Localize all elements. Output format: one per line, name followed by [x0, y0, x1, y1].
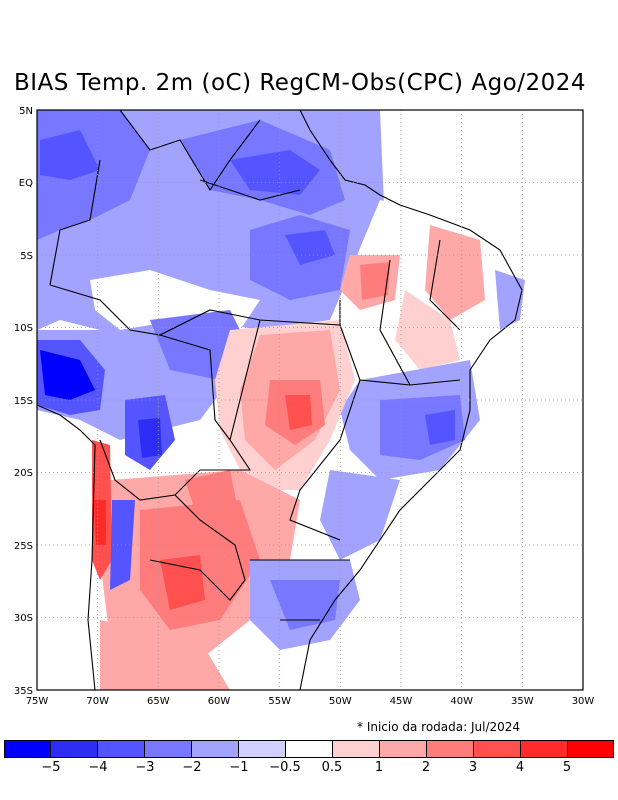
colorbar-swatch	[145, 740, 192, 758]
map-title: BIAS Temp. 2m (oC) RegCM-Obs(CPC) Ago/20…	[14, 70, 587, 96]
lat-label-20s: 20S	[14, 468, 33, 479]
colorbar-label: −0.5	[269, 760, 301, 775]
bias-field	[37, 110, 525, 690]
colorbar-label: 2	[421, 760, 431, 775]
lon-label-65w: 65W	[147, 696, 170, 707]
lat-label-5n: 5N	[19, 106, 33, 117]
lat-labels: 5N EQ 5S 10S 15S 20S 25S 30S 35S	[14, 106, 33, 697]
internal-states	[199, 179, 461, 621]
colorbar-swatch	[427, 740, 474, 758]
field-ne-pink2	[425, 225, 485, 320]
colorbar-swatch	[568, 740, 614, 758]
paraguay-border	[149, 494, 246, 601]
colorbar-swatch	[4, 740, 51, 758]
gridlines	[37, 110, 583, 690]
colorbar-label: −3	[135, 760, 155, 775]
lon-label-50w: 50W	[329, 696, 352, 707]
lat-label-35s: 35S	[14, 686, 33, 697]
field-amazon-darkblue	[285, 230, 335, 265]
lon-labels: 75W 70W 65W 60W 55W 50W 45W 40W 35W 30W	[26, 696, 595, 707]
lat-label-eq: EQ	[19, 178, 33, 189]
field-paraguay-red	[185, 470, 240, 525]
colorbar-label: −5	[41, 760, 61, 775]
lat-label-30s: 30S	[14, 613, 33, 624]
field-west-blue	[40, 130, 100, 180]
field-ne-red	[360, 262, 390, 300]
lat-label-5s: 5S	[20, 251, 33, 262]
colorbar-label: 3	[468, 760, 478, 775]
bolivia-border	[99, 334, 252, 501]
field-coast-blue	[320, 470, 400, 560]
lon-label-45w: 45W	[390, 696, 413, 707]
colorbar	[4, 740, 614, 758]
lon-label-70w: 70W	[86, 696, 109, 707]
colorbar-swatch	[333, 740, 380, 758]
field-peru-deepblue	[40, 350, 95, 400]
colorbar-swatch	[521, 740, 568, 758]
colorbar-label: −1	[229, 760, 249, 775]
field-bolivia-deepblue	[138, 418, 162, 458]
colorbar-swatch	[239, 740, 286, 758]
colorbar-label: −2	[182, 760, 202, 775]
brazil-west-border	[49, 284, 341, 336]
plot-frame	[36, 109, 584, 691]
lon-label-40w: 40W	[450, 696, 473, 707]
lat-label-25s: 25S	[14, 541, 33, 552]
colorbar-label: 0.5	[321, 760, 343, 775]
colorbar-label: 1	[374, 760, 384, 775]
lat-label-10s: 10S	[14, 323, 33, 334]
field-east-blue	[380, 395, 465, 460]
field-ne-bluecoast	[495, 270, 525, 330]
colorbar-swatch	[98, 740, 145, 758]
colorbar-swatch	[286, 740, 333, 758]
field-central-hot	[285, 395, 312, 430]
colorbar-label: 4	[515, 760, 525, 775]
colorbar-swatch	[380, 740, 427, 758]
colorbar-swatch	[474, 740, 521, 758]
field-east-darkblue	[425, 410, 455, 445]
colorbar-swatch	[51, 740, 98, 758]
coastline	[36, 109, 523, 691]
colorbar-label: 5	[562, 760, 572, 775]
field-chile-hot	[94, 500, 106, 545]
field-ne-lightpink	[395, 290, 460, 370]
colorbar-swatch	[192, 740, 239, 758]
run-note: * Inicio da rodada: Jul/2024	[357, 720, 521, 734]
field-southbr-blue	[270, 580, 340, 630]
field-guiana-blue	[230, 150, 320, 195]
lon-label-55w: 55W	[268, 696, 291, 707]
field-argentina-pink	[100, 620, 230, 690]
north-borders	[49, 109, 261, 286]
field-andes-blue	[110, 500, 135, 590]
lon-label-30w: 30W	[572, 696, 595, 707]
lon-label-60w: 60W	[208, 696, 231, 707]
boundaries	[36, 109, 523, 691]
colorbar-label: −4	[88, 760, 108, 775]
bias-map: 5N EQ 5S 10S 15S 20S 25S 30S 35S 75W 70W…	[14, 106, 595, 707]
lon-label-35w: 35W	[511, 696, 534, 707]
lat-label-15s: 15S	[14, 396, 33, 407]
lon-label-75w: 75W	[26, 696, 49, 707]
